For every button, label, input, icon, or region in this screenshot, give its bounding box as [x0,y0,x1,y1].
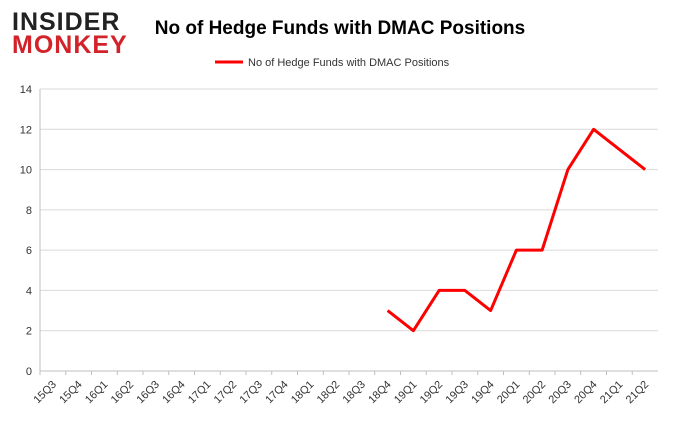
y-tick-label: 4 [26,285,32,297]
series-line [386,127,647,333]
y-tick-label: 6 [26,245,32,257]
y-tick-label: 2 [26,326,32,338]
logo-line1: INSIDER [12,8,120,36]
y-tick-label: 0 [26,366,32,378]
legend-label: No of Hedge Funds with DMAC Positions [248,57,450,69]
chart-title: No of Hedge Funds with DMAC Positions [155,18,525,39]
y-tick-label: 14 [20,84,32,96]
y-tick-label: 10 [20,165,32,177]
y-tick-label: 12 [20,124,32,136]
logo-line2: MONKEY [12,31,128,59]
y-tick-label: 8 [26,205,32,217]
